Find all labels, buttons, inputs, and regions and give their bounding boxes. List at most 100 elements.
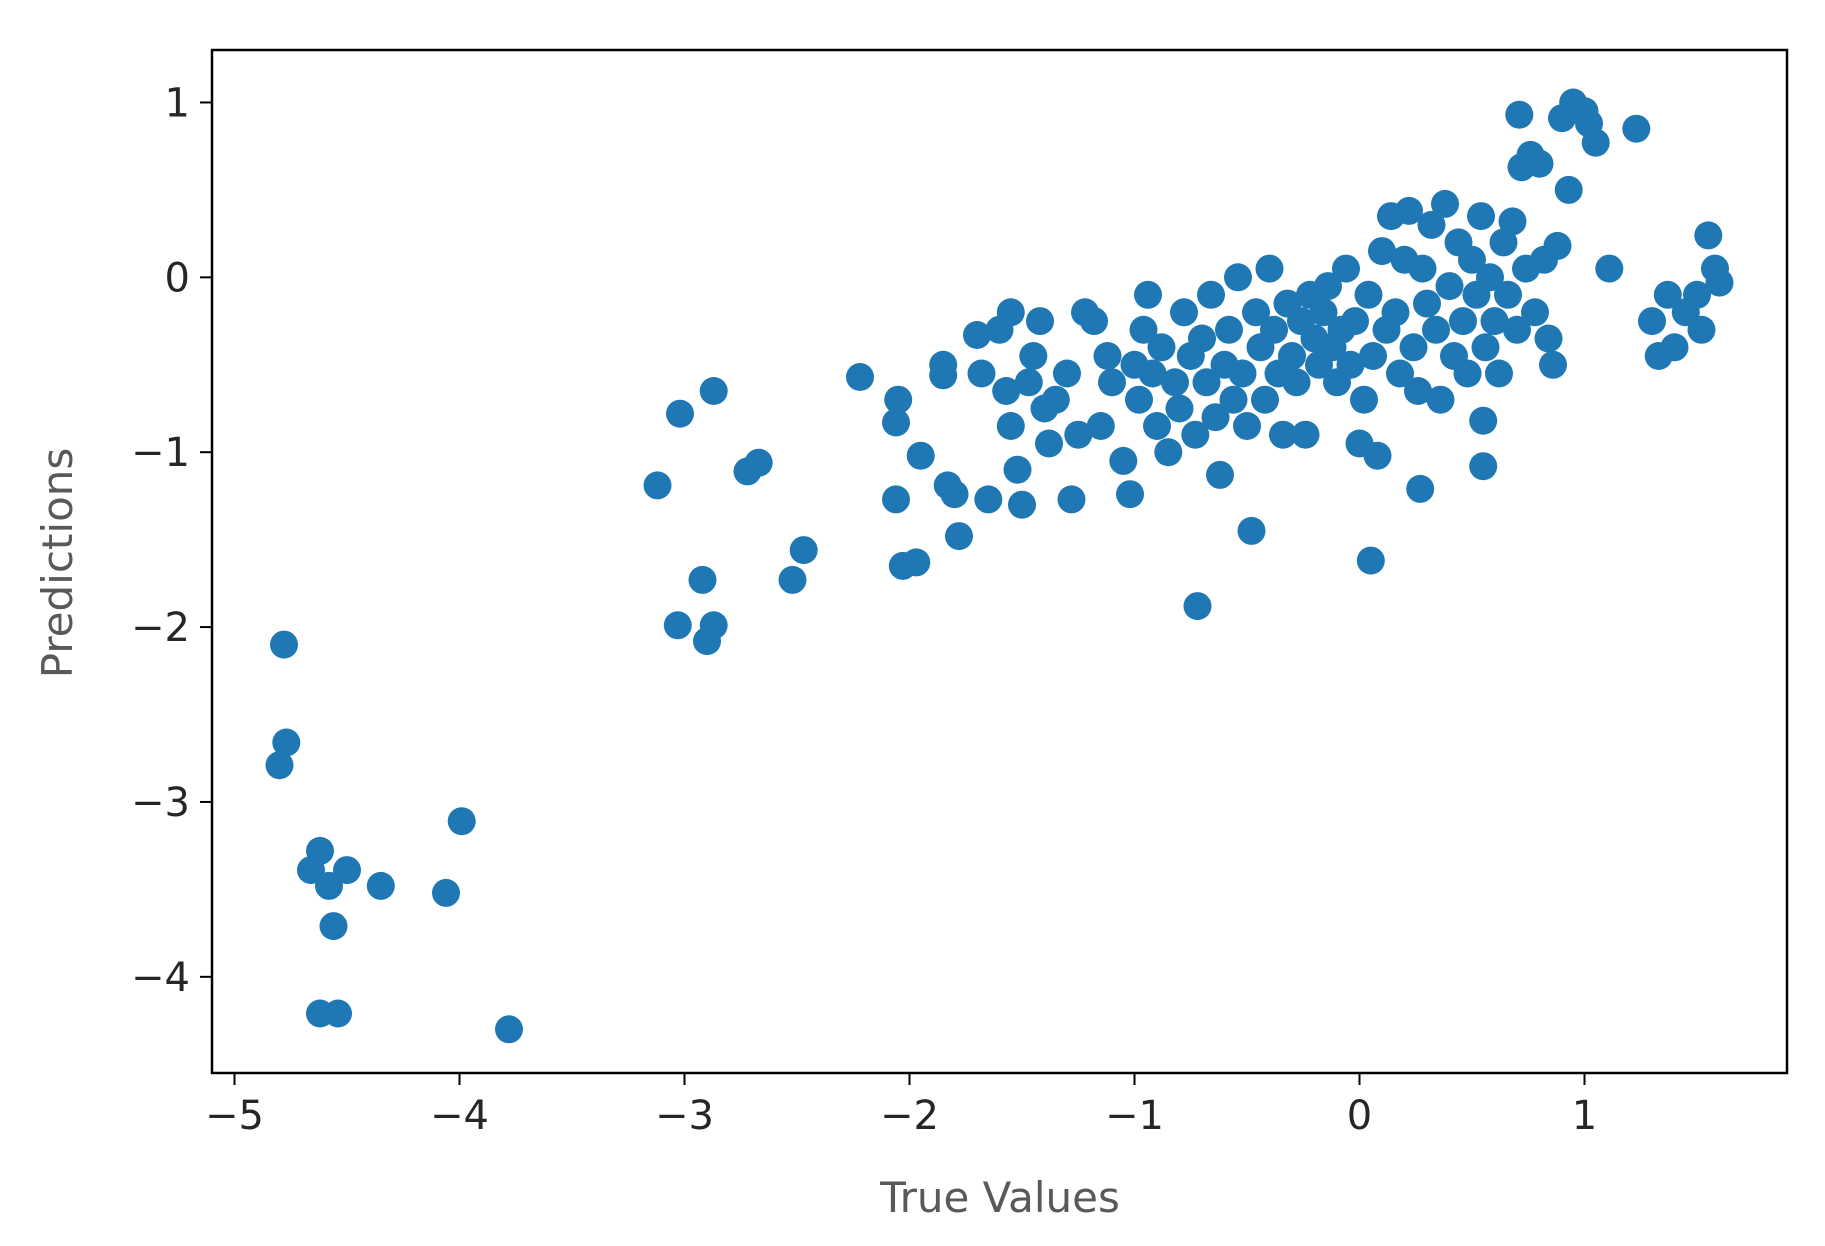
data-point [963,321,991,349]
data-point [1683,280,1711,309]
data-point [1417,210,1446,239]
data-point [902,548,931,577]
data-point [272,728,301,757]
y-tick-label: −1 [131,430,190,476]
data-point [1638,307,1666,336]
data-point [1431,189,1459,218]
data-point [1489,228,1518,257]
y-tick-label: 0 [165,255,190,301]
data-point [1525,149,1554,178]
data-point [1498,207,1527,236]
data-point [1521,298,1549,327]
data-point [319,912,348,941]
data-point [884,385,913,414]
data-point [1332,254,1360,283]
data-point [1381,298,1410,327]
data-point [1408,254,1437,283]
x-tick-label: −2 [880,1093,939,1139]
data-point [1080,307,1108,336]
data-point [1014,368,1043,397]
data-point [1098,368,1126,397]
data-point [1161,368,1189,397]
data-point [1309,298,1338,327]
data-point [1057,485,1086,514]
data-point [1581,128,1610,157]
y-tick-label: −4 [131,955,190,1001]
y-axis-label: Predictions [33,448,82,679]
data-point [1147,333,1176,362]
data-point [1233,412,1261,440]
data-point [1350,385,1378,414]
data-point [663,611,692,640]
data-point [1314,272,1342,301]
data-point [996,412,1025,440]
data-point [1170,298,1198,327]
data-point [315,871,343,900]
data-point [929,361,958,390]
data-point [744,448,773,477]
data-point [1086,412,1115,440]
data-point [447,807,476,836]
data-point [333,856,361,885]
data-point [967,359,996,388]
data-point [1354,280,1383,309]
data-point [1480,307,1509,336]
data-point [1138,359,1167,388]
data-point [1435,272,1464,301]
data-point [1053,359,1081,388]
data-point [1197,280,1225,309]
data-point [940,480,969,509]
data-point [1503,315,1531,344]
data-point [1224,263,1252,292]
data-point [846,363,874,391]
data-point [1041,385,1070,414]
data-point [688,565,717,594]
data-point [1471,333,1500,362]
data-point [1206,460,1234,489]
y-tick-label: 1 [165,80,190,126]
data-point [1687,315,1716,344]
data-point [1554,175,1583,204]
data-point [945,522,973,551]
data-point [1458,245,1486,274]
data-point [789,536,818,565]
data-points [265,88,1734,1044]
data-point [996,298,1025,327]
data-point [1165,394,1194,423]
data-point [1399,333,1428,362]
y-tick-label: −3 [131,780,190,826]
data-point [1534,324,1563,353]
data-point [1505,100,1534,129]
data-point [643,471,672,500]
data-point [1003,455,1032,484]
data-point [1386,359,1414,388]
data-point [297,856,325,885]
data-point [1469,452,1498,481]
data-point [1188,324,1216,353]
data-point [1154,438,1183,467]
data-point [366,871,395,900]
data-point [1125,385,1153,414]
x-tick-label: −3 [655,1093,714,1139]
data-point [1143,412,1171,440]
data-point [1694,221,1723,250]
data-point [1539,350,1567,379]
data-point [1660,333,1689,362]
y-tick-label: −2 [131,605,190,651]
data-point [1269,420,1297,449]
data-point [1336,350,1365,379]
data-point [1543,231,1572,260]
data-point [1363,441,1392,470]
data-point [1453,359,1482,388]
data-point [666,399,694,428]
data-point [1449,307,1477,336]
data-point [1426,385,1455,414]
data-point [1260,315,1288,344]
data-point [1228,359,1257,388]
data-point [1019,342,1048,370]
data-point [1494,280,1522,309]
data-point [1485,359,1513,388]
data-point [1278,342,1306,370]
data-point [1255,254,1284,283]
